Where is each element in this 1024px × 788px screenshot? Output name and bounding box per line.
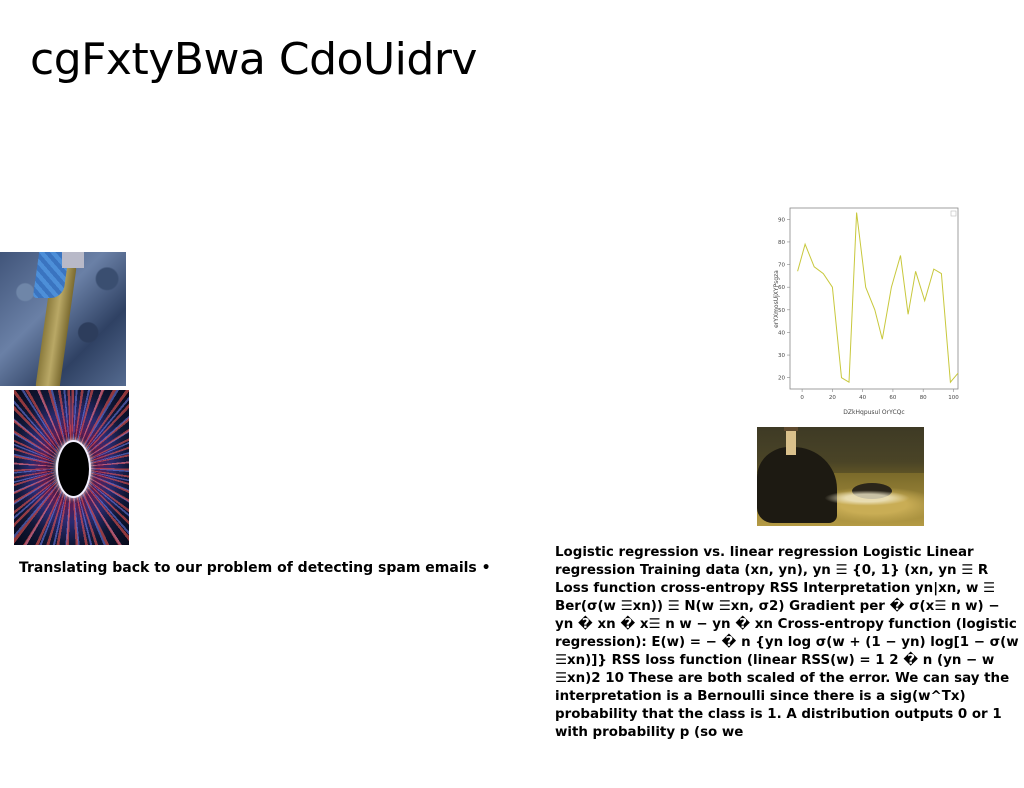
x-tick-label: 20	[829, 395, 836, 401]
x-tick-label: 80	[920, 395, 927, 401]
rock-shape	[757, 447, 837, 523]
legend-box	[950, 210, 957, 217]
x-tick-label: 100	[948, 395, 959, 401]
series-line	[797, 212, 959, 384]
x-tick-label: 40	[859, 395, 866, 401]
plot-frame	[789, 207, 959, 390]
y-tick-label: 60	[778, 285, 785, 291]
y-tick-label: 40	[778, 330, 785, 336]
grey-fabric-shape	[62, 252, 84, 268]
lighthouse-rock-image	[757, 427, 924, 526]
y-tick-label: 50	[778, 308, 785, 314]
body-text: Logistic regression vs. linear regressio…	[555, 545, 1019, 740]
y-tick-label: 30	[778, 353, 785, 359]
x-axis-label: DZkHqpusul OrYCQc	[843, 409, 904, 416]
tunnel-hole	[56, 440, 91, 498]
x-tick-label: 60	[889, 395, 896, 401]
y-tick-label: 70	[778, 263, 785, 269]
x-tick-label: 0	[800, 395, 804, 401]
y-tick-label: 20	[778, 376, 785, 382]
forest-photo-image	[0, 252, 126, 386]
lighthouse-tower-shape	[786, 427, 796, 455]
light-tunnel-image	[14, 390, 129, 545]
sea-foam-shape	[817, 489, 917, 507]
lighthouse-top-shape	[784, 427, 798, 431]
y-tick-label: 90	[778, 217, 785, 223]
y-tick-label: 80	[778, 240, 785, 246]
slide-title: cgFxtyBwa CdoUidrv	[30, 34, 477, 85]
y-axis-label: erYXmosUjXYPsgza	[773, 270, 780, 328]
line-chart: 20 30 40 50 60 70 80 90 0 20 40 60 80 100 DZkHqpusul…	[773, 207, 959, 416]
left-caption: Translating back to our problem of detec…	[19, 560, 491, 576]
